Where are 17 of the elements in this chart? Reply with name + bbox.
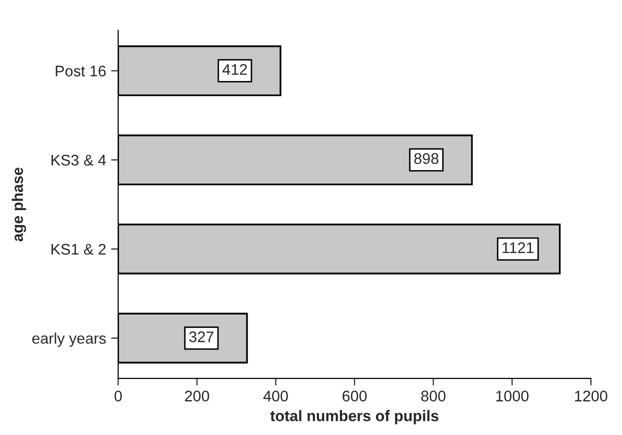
x-axis-title: total numbers of pupils <box>270 410 438 424</box>
y-tick-label: KS3 & 4 <box>52 154 106 166</box>
x-tick-label: 0 <box>114 390 122 402</box>
data-label: 412 <box>222 64 247 75</box>
y-tick-label: Post 16 <box>56 66 106 76</box>
x-tick-label: 800 <box>421 390 446 402</box>
x-tick-label: 600 <box>342 390 367 402</box>
x-tick-label: 1200 <box>575 390 608 402</box>
data-label: 1121 <box>502 242 534 253</box>
x-tick-label: 200 <box>184 390 210 402</box>
y-axis-title: age phase <box>12 168 26 242</box>
x-tick-label: 1000 <box>496 390 529 402</box>
x-tick-label: 400 <box>263 390 288 402</box>
y-tick-label: early years <box>32 332 106 347</box>
y-tick-label: KS1 & 2 <box>52 244 106 255</box>
data-label: 898 <box>414 153 438 164</box>
data-label: 327 <box>189 331 214 342</box>
